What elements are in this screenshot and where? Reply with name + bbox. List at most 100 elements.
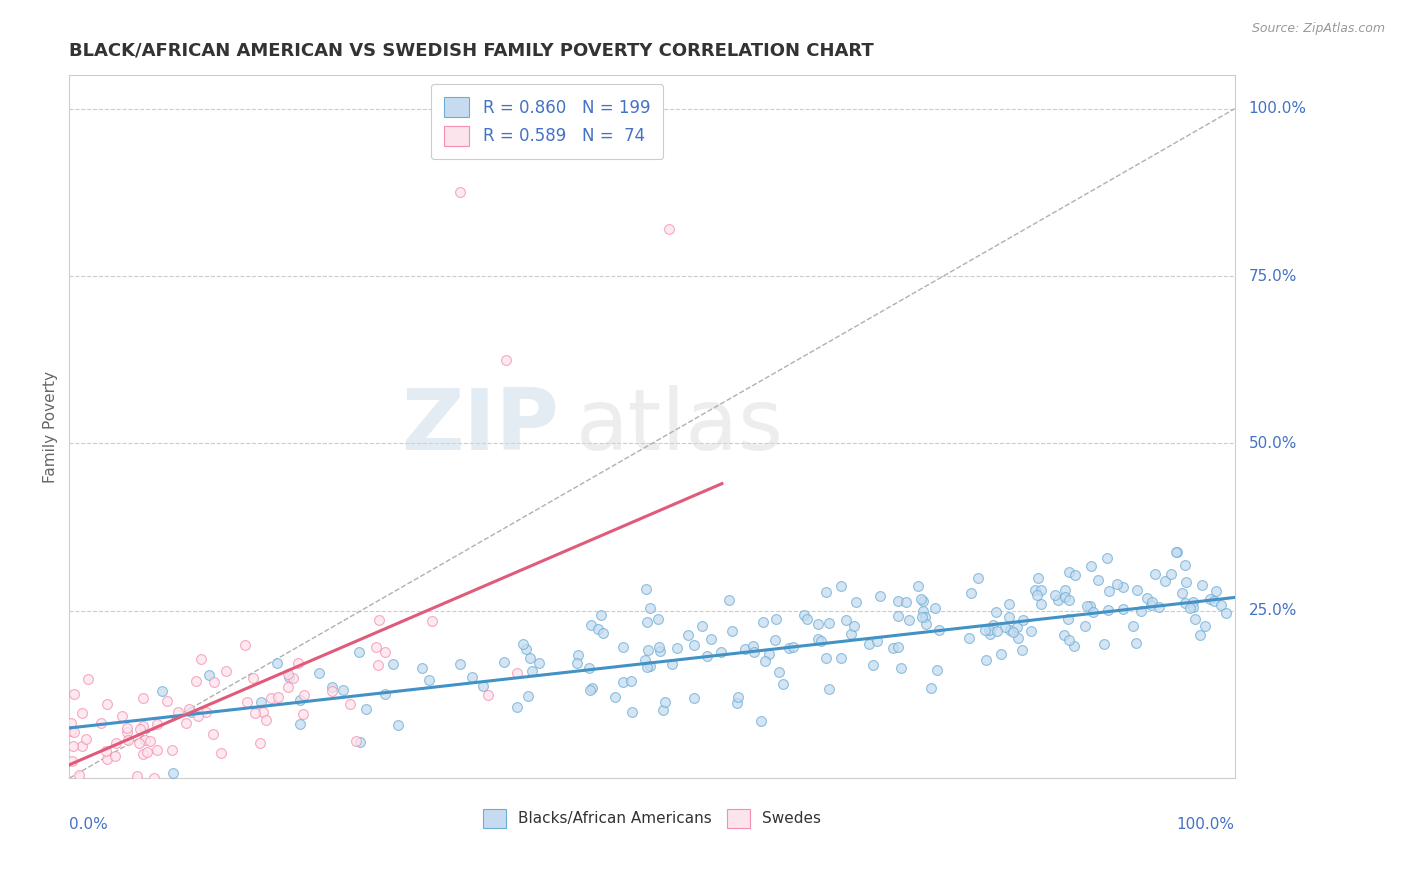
Point — [648, 644, 671, 658]
Point — [1063, 640, 1085, 654]
Point — [928, 624, 950, 638]
Text: 25.0%: 25.0% — [1249, 603, 1296, 618]
Point — [1021, 624, 1043, 638]
Text: atlas: atlas — [576, 385, 785, 468]
Point — [278, 670, 301, 684]
Point — [1170, 586, 1192, 600]
Point — [1178, 601, 1201, 615]
Point — [1182, 600, 1205, 615]
Point — [1026, 588, 1049, 602]
Point — [581, 618, 603, 632]
Point — [1057, 612, 1080, 626]
Point — [835, 613, 858, 627]
Point — [1053, 628, 1076, 642]
Point — [887, 594, 910, 608]
Point — [1087, 573, 1109, 587]
Point — [111, 708, 134, 723]
Point — [914, 610, 936, 624]
Point — [1011, 643, 1033, 657]
Point — [842, 619, 865, 633]
Point — [810, 634, 832, 648]
Point — [1112, 580, 1135, 594]
Point — [366, 640, 388, 654]
Point — [77, 672, 100, 686]
Point — [59, 724, 82, 739]
Point — [1160, 567, 1182, 582]
Point — [128, 722, 150, 736]
Text: 75.0%: 75.0% — [1249, 268, 1296, 284]
Point — [242, 671, 264, 685]
Point — [654, 695, 676, 709]
Point — [128, 736, 150, 750]
Point — [374, 687, 396, 701]
Point — [911, 609, 934, 624]
Point — [215, 664, 238, 678]
Point — [1029, 597, 1052, 611]
Point — [578, 683, 600, 698]
Point — [984, 605, 1007, 619]
Point — [96, 752, 118, 766]
Point — [145, 743, 167, 757]
Point — [807, 617, 830, 632]
Point — [254, 713, 277, 727]
Point — [145, 717, 167, 731]
Point — [249, 736, 271, 750]
Point — [924, 601, 946, 615]
Point — [236, 695, 259, 709]
Point — [292, 688, 315, 702]
Point — [117, 721, 139, 735]
Point — [494, 655, 516, 669]
Point — [690, 619, 713, 633]
Point — [979, 627, 1001, 641]
Point — [104, 736, 127, 750]
Point — [287, 657, 309, 671]
Point — [184, 674, 207, 689]
Point — [132, 747, 155, 762]
Point — [920, 681, 942, 695]
Point — [603, 690, 626, 704]
Point — [90, 716, 112, 731]
Point — [957, 631, 980, 645]
Point — [174, 715, 197, 730]
Point — [1092, 637, 1115, 651]
Text: 100.0%: 100.0% — [1177, 817, 1234, 832]
Point — [132, 691, 155, 706]
Point — [839, 627, 862, 641]
Point — [682, 690, 704, 705]
Point — [1054, 582, 1077, 597]
Point — [567, 656, 589, 670]
Point — [1105, 577, 1128, 591]
Point — [960, 586, 983, 600]
Point — [527, 656, 550, 670]
Point — [718, 593, 741, 607]
Point — [63, 724, 86, 739]
Point — [796, 612, 818, 626]
Point — [1098, 584, 1121, 599]
Point — [132, 719, 155, 733]
Point — [1046, 592, 1069, 607]
Point — [506, 700, 529, 714]
Point — [180, 705, 202, 719]
Point — [981, 618, 1004, 632]
Point — [1174, 558, 1197, 573]
Point — [1024, 583, 1046, 598]
Point — [1188, 628, 1211, 642]
Point — [720, 624, 742, 639]
Point — [70, 739, 93, 754]
Point — [62, 739, 84, 753]
Point — [636, 615, 658, 630]
Point — [866, 633, 889, 648]
Point — [858, 637, 880, 651]
Point — [344, 734, 367, 748]
Y-axis label: Family Poverty: Family Poverty — [44, 371, 58, 483]
Point — [818, 682, 841, 697]
Point — [591, 607, 613, 622]
Point — [666, 641, 689, 656]
Point — [896, 595, 918, 609]
Point — [1130, 604, 1153, 618]
Point — [634, 653, 657, 667]
Point — [283, 671, 305, 685]
Point — [734, 641, 756, 656]
Point — [620, 673, 643, 688]
Point — [898, 613, 921, 627]
